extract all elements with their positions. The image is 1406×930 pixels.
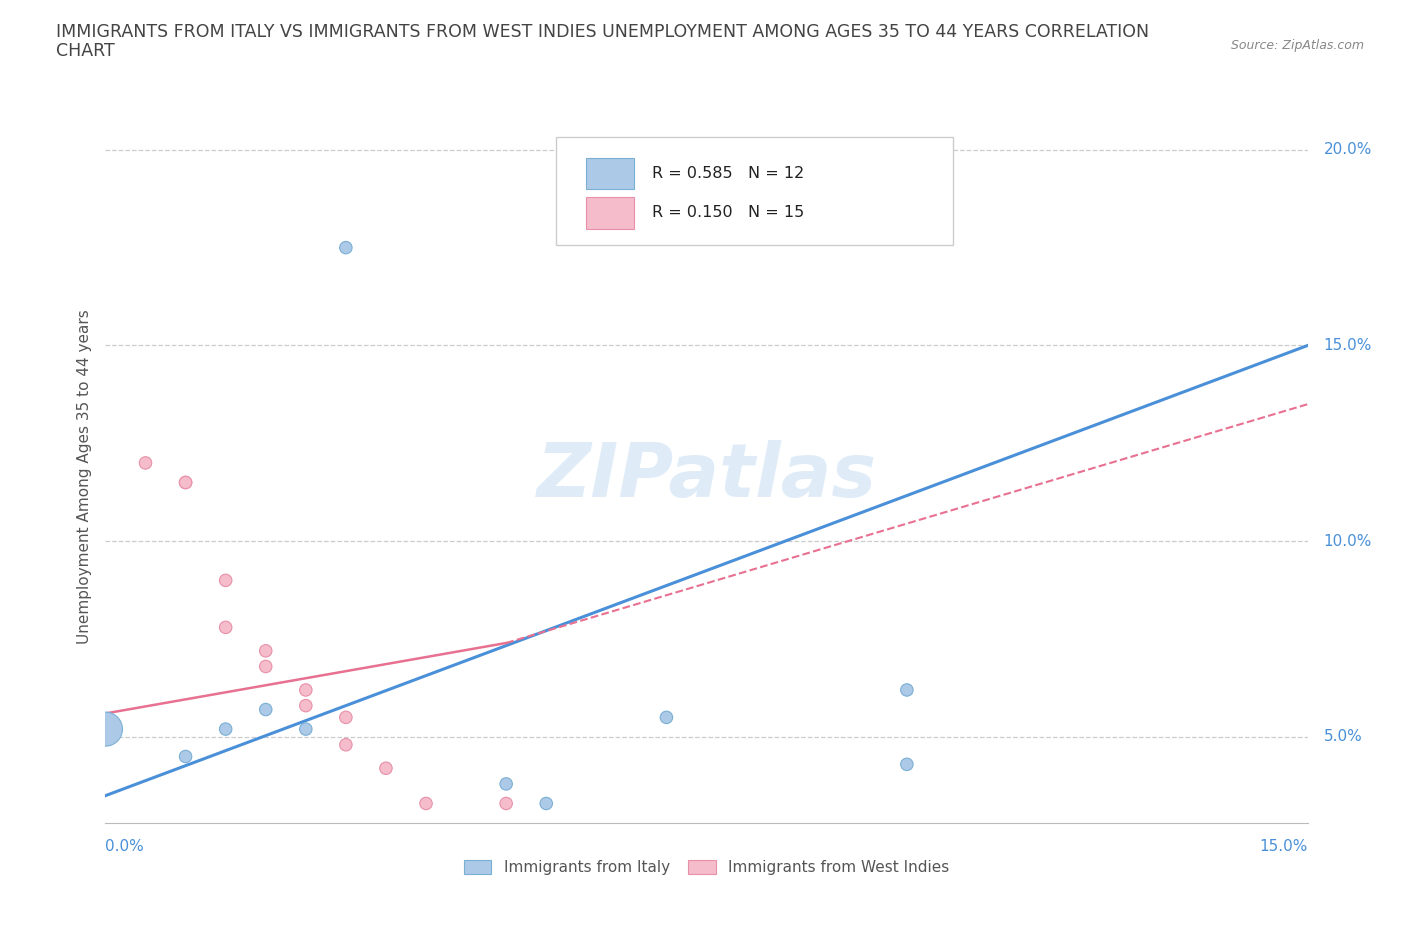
Legend: Immigrants from Italy, Immigrants from West Indies: Immigrants from Italy, Immigrants from W… — [458, 854, 955, 882]
Point — [174, 475, 197, 490]
Text: 0.0%: 0.0% — [105, 839, 145, 854]
Point — [174, 475, 197, 490]
Point — [495, 777, 517, 791]
Point — [415, 796, 437, 811]
Point — [896, 683, 918, 698]
Bar — [586, 158, 634, 189]
Point — [254, 644, 277, 658]
Y-axis label: Unemployment Among Ages 35 to 44 years: Unemployment Among Ages 35 to 44 years — [76, 310, 91, 644]
Text: ZIPatlas: ZIPatlas — [537, 440, 876, 513]
Point — [174, 749, 197, 764]
Point — [575, 828, 598, 843]
Text: 10.0%: 10.0% — [1323, 534, 1372, 549]
Point — [896, 757, 918, 772]
Point — [655, 710, 678, 724]
Text: 20.0%: 20.0% — [1323, 142, 1372, 157]
Text: IMMIGRANTS FROM ITALY VS IMMIGRANTS FROM WEST INDIES UNEMPLOYMENT AMONG AGES 35 : IMMIGRANTS FROM ITALY VS IMMIGRANTS FROM… — [56, 23, 1149, 41]
Point — [254, 659, 277, 674]
Text: R = 0.585   N = 12: R = 0.585 N = 12 — [652, 166, 804, 180]
Point — [214, 573, 236, 588]
Text: 15.0%: 15.0% — [1260, 839, 1308, 854]
Bar — [586, 197, 634, 229]
Point — [214, 620, 236, 635]
Text: 5.0%: 5.0% — [1323, 729, 1362, 744]
Point — [254, 702, 277, 717]
Point — [295, 683, 318, 698]
Point — [534, 796, 557, 811]
Point — [135, 456, 157, 471]
Text: R = 0.150   N = 15: R = 0.150 N = 15 — [652, 206, 804, 220]
Point — [335, 240, 357, 255]
Point — [335, 710, 357, 724]
Text: CHART: CHART — [56, 42, 115, 60]
FancyBboxPatch shape — [557, 137, 953, 245]
Text: 15.0%: 15.0% — [1323, 338, 1372, 353]
Point — [335, 737, 357, 752]
Point — [295, 722, 318, 737]
Point — [214, 722, 236, 737]
Point — [374, 761, 398, 776]
Point — [295, 698, 318, 713]
Text: Source: ZipAtlas.com: Source: ZipAtlas.com — [1230, 39, 1364, 52]
Point — [94, 722, 117, 737]
Point — [495, 796, 517, 811]
